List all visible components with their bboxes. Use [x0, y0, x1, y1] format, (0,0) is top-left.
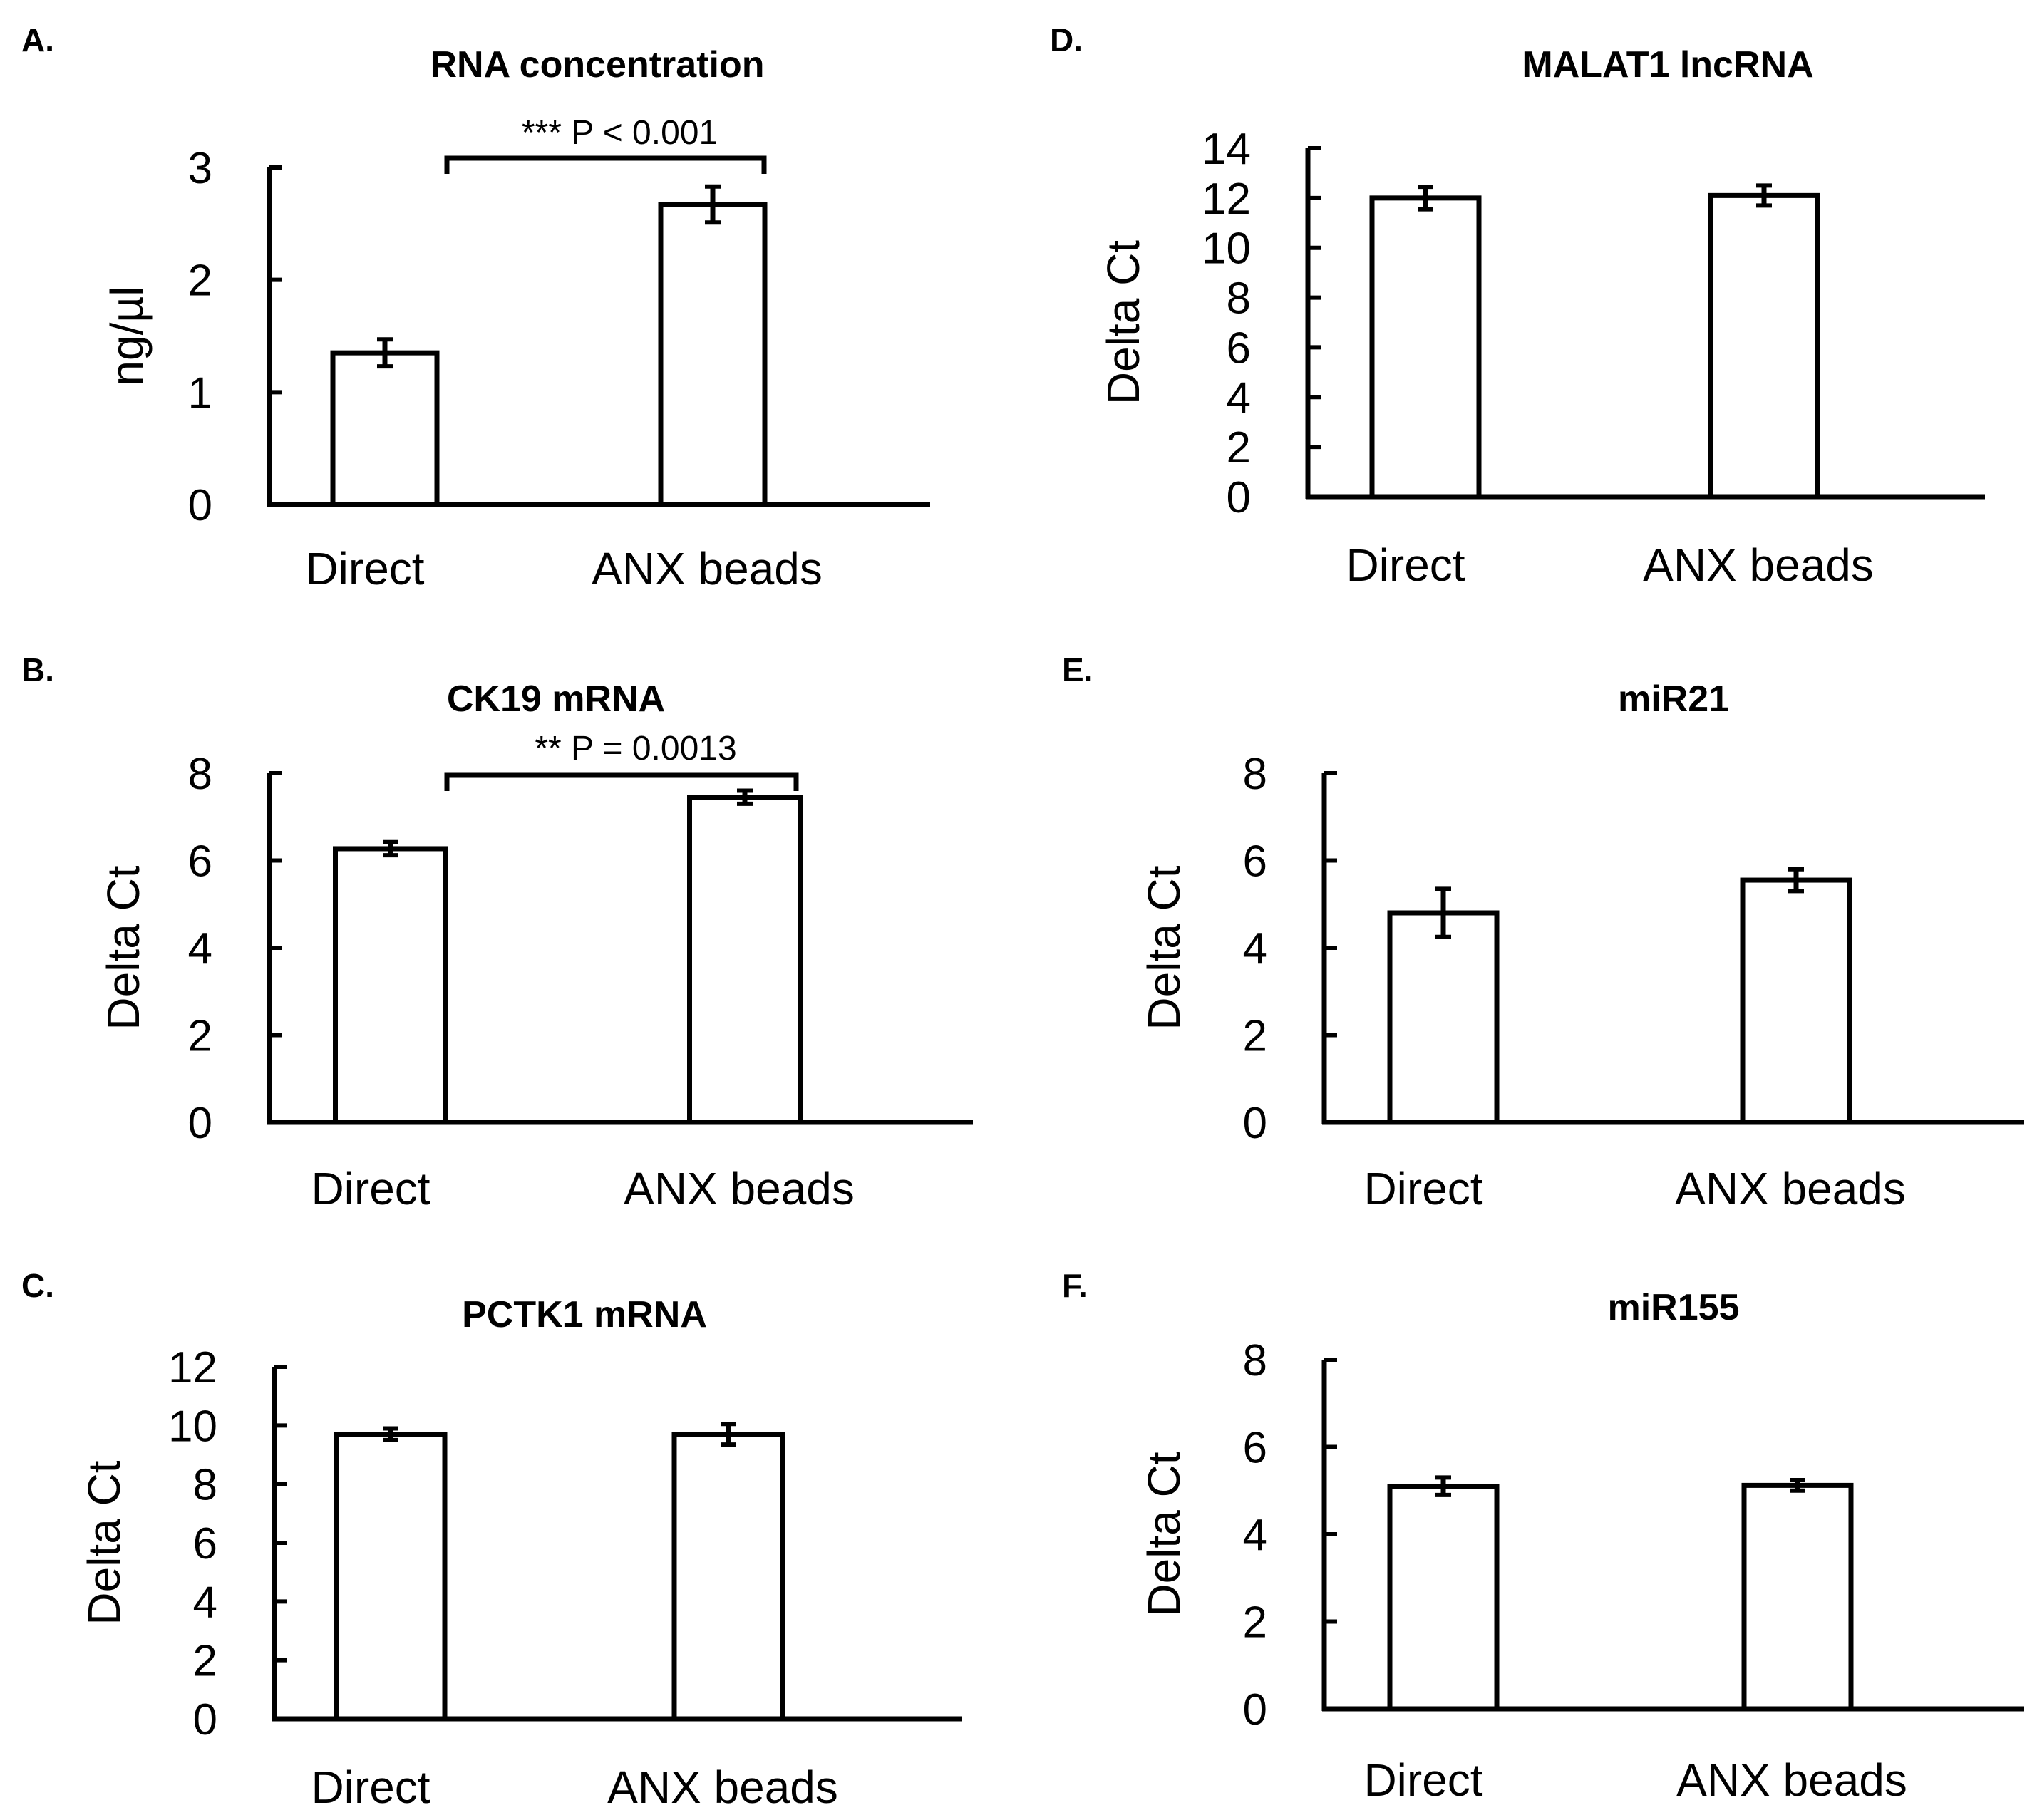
- y-tick-label: 2: [1243, 1012, 1267, 1061]
- category-label: Direct: [1346, 539, 1465, 591]
- y-tick-label: 6: [188, 837, 212, 886]
- chart-panel-2: B. CK19 mRNA Delta Ct 0 2 4 6 8 Direct ANX beads *…: [21, 651, 973, 1214]
- bar: [334, 1432, 448, 1722]
- y-tick-label: 1: [188, 368, 212, 418]
- panel-letter: F.: [1062, 1267, 1088, 1304]
- category-label: ANX beads: [624, 1163, 855, 1214]
- panel-letter: A.: [21, 21, 54, 58]
- y-axis-label: ng/µl: [101, 286, 153, 386]
- y-tick-label: 6: [1243, 837, 1267, 886]
- y-tick-label: 14: [1202, 125, 1251, 174]
- bar: [1387, 1484, 1500, 1712]
- y-tick-label: 4: [1243, 924, 1267, 973]
- chart-panel-3: C. PCTK1 mRNA Delta Ct 0 2 4 6 8 10 12 Direct ANX b…: [21, 1267, 962, 1813]
- y-tick-label: 0: [193, 1695, 217, 1744]
- y-tick-label: 2: [188, 257, 212, 306]
- y-tick-label: 2: [1243, 1598, 1267, 1648]
- y-axis-label: Delta Ct: [1138, 1452, 1190, 1616]
- chart-title: RNA concentration: [430, 44, 765, 86]
- y-tick-label: 4: [1243, 1511, 1267, 1560]
- y-tick-label: 10: [1202, 224, 1251, 274]
- significance-label: *** P < 0.001: [522, 114, 718, 152]
- category-label: Direct: [311, 1762, 430, 1813]
- y-tick-label: 0: [1243, 1099, 1267, 1148]
- y-tick-label: 12: [1202, 175, 1251, 224]
- category-label: ANX beads: [592, 543, 823, 594]
- y-tick-label: 8: [1227, 274, 1251, 324]
- y-tick-label: 8: [188, 750, 212, 799]
- chart-panel-1: A. RNA concentration ng/µl 0 1 2 3 Direct ANX be…: [21, 21, 930, 594]
- y-tick-label: 10: [168, 1402, 217, 1451]
- chart-title: CK19 mRNA: [447, 678, 665, 720]
- chart-title: miR21: [1618, 678, 1729, 720]
- chart-panel-6: F. miR155 Delta Ct 0 2 4 6 8 Direct ANX beads: [1062, 1267, 2024, 1806]
- y-tick-label: 3: [188, 144, 212, 193]
- y-tick-label: 6: [1243, 1424, 1267, 1473]
- category-label: ANX beads: [1643, 539, 1874, 591]
- y-axis-label: Delta Ct: [1098, 240, 1149, 405]
- panel-letter: D.: [1050, 21, 1083, 58]
- category-label: Direct: [305, 543, 424, 594]
- chart-panel-5: E. miR21 Delta Ct 0 2 4 6 8 Direct ANX beads: [1062, 651, 2024, 1214]
- y-tick-label: 4: [193, 1578, 217, 1627]
- y-tick-label: 12: [168, 1343, 217, 1392]
- significance-label: ** P = 0.0013: [535, 730, 736, 767]
- bar: [330, 350, 440, 507]
- y-axis-label: Delta Ct: [78, 1460, 130, 1625]
- bar: [658, 202, 768, 507]
- panel-letter: B.: [21, 651, 54, 688]
- y-tick-label: 0: [1227, 473, 1251, 522]
- bar: [333, 846, 448, 1125]
- bar: [1708, 192, 1820, 500]
- y-tick-label: 0: [188, 481, 212, 530]
- y-tick-label: 2: [1227, 423, 1251, 472]
- y-tick-label: 6: [193, 1519, 217, 1568]
- category-label: Direct: [1363, 1163, 1482, 1214]
- chart-title: MALAT1 lncRNA: [1522, 44, 1813, 86]
- significance-bracket: [444, 772, 799, 791]
- category-label: ANX beads: [607, 1762, 838, 1813]
- y-tick-label: 8: [1243, 1336, 1267, 1385]
- category-label: Direct: [1363, 1754, 1482, 1806]
- y-tick-label: 4: [1227, 373, 1251, 423]
- panel-letter: C.: [21, 1267, 54, 1304]
- bar: [1387, 910, 1500, 1125]
- category-label: Direct: [311, 1163, 430, 1214]
- y-tick-label: 2: [193, 1637, 217, 1686]
- y-tick-label: 0: [1243, 1685, 1267, 1734]
- chart-title: PCTK1 mRNA: [462, 1294, 707, 1335]
- y-axis-label: Delta Ct: [1138, 865, 1190, 1030]
- bar: [687, 795, 803, 1125]
- bar: [1740, 877, 1852, 1125]
- bar: [1369, 195, 1482, 500]
- bar: [1741, 1482, 1854, 1712]
- y-axis-label: Delta Ct: [98, 865, 149, 1030]
- category-label: ANX beads: [1675, 1163, 1906, 1214]
- y-tick-label: 4: [188, 924, 212, 973]
- significance-bracket: [444, 155, 767, 174]
- panel-letter: E.: [1062, 651, 1093, 688]
- chart-title: miR155: [1608, 1287, 1740, 1328]
- y-tick-label: 2: [188, 1012, 212, 1061]
- y-tick-label: 6: [1227, 324, 1251, 373]
- bar: [671, 1432, 785, 1722]
- y-tick-label: 8: [1243, 750, 1267, 799]
- y-tick-label: 0: [188, 1099, 212, 1148]
- category-label: ANX beads: [1676, 1754, 1907, 1806]
- y-tick-label: 8: [193, 1461, 217, 1510]
